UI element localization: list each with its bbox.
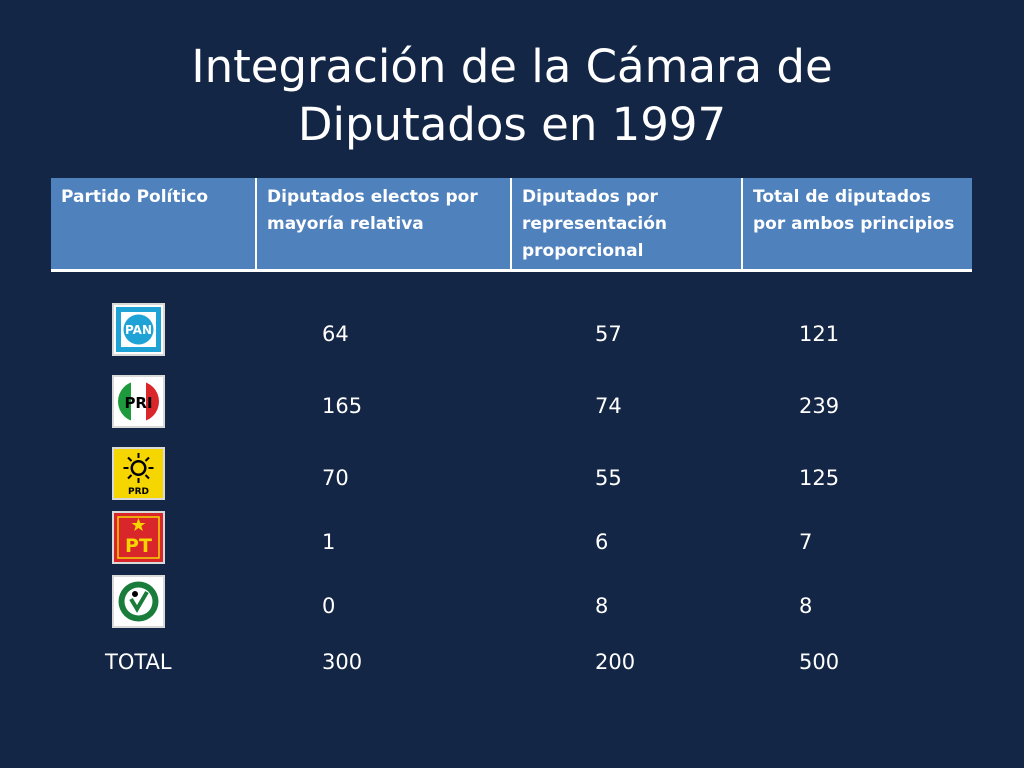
cell-proporcional: 8 [595,594,609,618]
cell-mayoria: 0 [322,594,336,618]
pan-logo-text: PAN [125,323,152,337]
slide-title-line-1: Integración de la Cámara de [191,40,833,93]
prd-logo-text: PRD [128,487,149,497]
pt-logo-icon: PT [112,511,165,564]
pt-logo-text: PT [125,535,152,557]
header-partido: Partido Político [61,187,209,207]
table-row: PAN 64 57 121 [0,303,1024,359]
header-table: Partido Político Diputados electos por m… [51,178,972,269]
pri-logo-icon: PRI [112,375,165,428]
header-mayoria: Diputados electos por mayoría relativa [255,178,511,269]
slide-title: Integración de la Cámara de Diputados en… [0,38,1024,154]
header-total: Total de diputados por ambos principios [741,178,972,269]
cell-proporcional: 6 [595,530,609,554]
cell-total: 8 [799,594,813,618]
cell-proporcional: 57 [595,322,622,346]
cell-mayoria: 165 [322,394,363,418]
table-row: PRD 70 55 125 [0,447,1024,503]
total-mayoria: 300 [322,650,363,674]
cell-mayoria: 64 [322,322,349,346]
pri-logo-text: PRI [124,394,152,412]
table-row: 0 8 8 [0,575,1024,631]
cell-total: 7 [799,530,813,554]
pvem-logo-icon [112,575,165,628]
prd-logo-icon: PRD [112,447,165,500]
header-proporcional: Diputados por representación proporciona… [510,178,742,269]
table-row: PT 1 6 7 [0,511,1024,567]
cell-mayoria: 70 [322,466,349,490]
pan-logo-icon: PAN [112,303,165,356]
cell-total: 125 [799,466,840,490]
total-total: 500 [799,650,840,674]
cell-total: 239 [799,394,840,418]
cell-mayoria: 1 [322,530,336,554]
total-row: TOTAL 300 200 500 [0,646,1024,702]
table-row: PRI 165 74 239 [0,375,1024,431]
cell-proporcional: 74 [595,394,622,418]
cell-proporcional: 55 [595,466,622,490]
cell-total: 121 [799,322,840,346]
total-proporcional: 200 [595,650,636,674]
slide-title-line-2: Diputados en 1997 [297,98,727,151]
total-label: TOTAL [105,650,172,674]
